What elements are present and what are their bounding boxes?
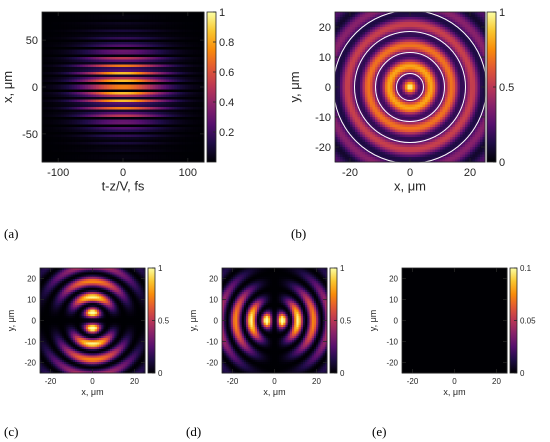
ylabel-3: y, μm [188, 310, 198, 332]
ytick-label-3-3: 10 [209, 295, 218, 304]
cbar-tick-label-0-4: 1 [219, 7, 225, 19]
ylabel-4: y, μm [368, 310, 378, 332]
panel-label-3: (d) [186, 424, 201, 439]
cbar-tick-label-0-3: 0.8 [219, 37, 234, 49]
cbar-tick-label-3-1: 0.5 [340, 316, 352, 325]
xtick-label-4-2: 20 [492, 377, 501, 386]
xtick-label-3-2: 20 [312, 377, 321, 386]
xtick-label-3-0: -20 [227, 377, 239, 386]
xtick-label-1-1: 0 [407, 167, 413, 179]
ytick-label-3-4: 20 [209, 274, 218, 283]
xtick-label-0-1: 0 [120, 167, 126, 179]
xtick-label-0-2: 100 [179, 167, 197, 179]
ytick-label-3-2: 0 [214, 316, 219, 325]
panel-label-2: (c) [4, 424, 18, 439]
ytick-label-4-0: -20 [386, 358, 398, 367]
xlabel-1: x, μm [394, 179, 426, 194]
panel-label-1: (b) [291, 226, 306, 241]
xlabel-2: x, μm [81, 387, 103, 397]
cbar-tick-label-1-0: 0 [499, 157, 505, 169]
ytick-label-4-1: -10 [386, 337, 398, 346]
xtick-label-4-0: -20 [407, 377, 419, 386]
cbar-tick-label-2-0: 0 [158, 369, 163, 378]
ytick-label-2-2: 0 [32, 316, 37, 325]
cbar-tick-label-0-0: 0.2 [219, 127, 234, 139]
cbar-tick-label-0-2: 0.6 [219, 67, 234, 79]
ytick-label-2-0: -20 [24, 358, 36, 367]
ytick-label-0-1: 0 [32, 82, 38, 94]
ytick-label-2-3: 10 [27, 295, 36, 304]
colorbar-2: 00.51 [147, 264, 170, 378]
xtick-label-1-0: -20 [342, 167, 358, 179]
cbar-tick-label-3-0: 0 [340, 369, 345, 378]
heatmap-4 [402, 268, 508, 374]
xlabel-0: t-z/V, fs [102, 179, 145, 194]
ytick-label-0-2: 50 [26, 35, 38, 47]
cbar-tick-label-1-2: 1 [499, 7, 505, 19]
xtick-label-2-0: -20 [45, 377, 57, 386]
xtick-label-2-2: 20 [130, 377, 139, 386]
colorbar-1: 00.51 [486, 7, 514, 169]
xtick-label-4-1: 0 [452, 377, 457, 386]
cbar-tick-label-0-1: 0.4 [219, 97, 234, 109]
heatmap-3 [222, 268, 328, 374]
ytick-label-2-4: 20 [27, 274, 36, 283]
colorbar-3: 00.51 [329, 264, 352, 378]
panel-4: -20 0 20 -20 -10 0 10 20 x, μm y, μm 0 0.05 0.1 (e) [368, 264, 536, 439]
xtick-label-2-1: 0 [90, 377, 95, 386]
xlabel-4: x, μm [443, 387, 465, 397]
panel-0: -100 0 100 -50 0 50 t-z/V, fs x, μm 0.2 0.4 0.6 0.8… [0, 7, 234, 241]
xlabel-3: x, μm [263, 387, 285, 397]
cbar-tick-label-4-2: 0.1 [520, 264, 532, 273]
ytick-label-3-1: -10 [206, 337, 218, 346]
xtick-label-1-2: 20 [464, 167, 476, 179]
ytick-label-1-2: 0 [325, 82, 331, 94]
ytick-label-1-1: -10 [315, 112, 331, 124]
ylabel-2: y, μm [6, 310, 16, 332]
panel-label-4: (e) [372, 424, 386, 439]
field-lines-b [333, 10, 487, 164]
heatmap-1 [335, 12, 486, 163]
panel-label-0: (a) [4, 226, 18, 241]
cbar-tick-label-4-0: 0 [520, 369, 525, 378]
xtick-label-3-1: 0 [272, 377, 277, 386]
heatmap-0 [42, 12, 205, 163]
ytick-label-2-1: -10 [24, 337, 36, 346]
ylabel-1: y, μm [287, 71, 302, 102]
colorbar-4: 0 0.05 0.1 [509, 264, 536, 378]
cbar-tick-label-2-1: 0.5 [158, 316, 170, 325]
ytick-label-3-0: -20 [206, 358, 218, 367]
cbar-tick-label-2-2: 1 [158, 264, 163, 273]
ytick-label-0-0: -50 [22, 129, 38, 141]
cbar-tick-label-3-2: 1 [340, 264, 345, 273]
cbar-tick-label-4-1: 0.05 [520, 316, 536, 325]
ytick-label-4-2: 0 [394, 316, 399, 325]
ytick-label-1-0: -20 [315, 142, 331, 154]
ylabel-0: x, μm [0, 71, 15, 103]
heatmap-2 [40, 268, 146, 374]
ytick-label-4-4: 20 [389, 274, 398, 283]
ytick-label-1-3: 10 [319, 52, 331, 64]
xtick-label-0-0: -100 [47, 167, 69, 179]
cbar-tick-label-1-1: 0.5 [499, 82, 514, 94]
colorbar-0: 0.2 0.4 0.6 0.8 1 [206, 7, 234, 163]
ytick-label-1-4: 20 [319, 22, 331, 34]
ytick-label-4-3: 10 [389, 295, 398, 304]
